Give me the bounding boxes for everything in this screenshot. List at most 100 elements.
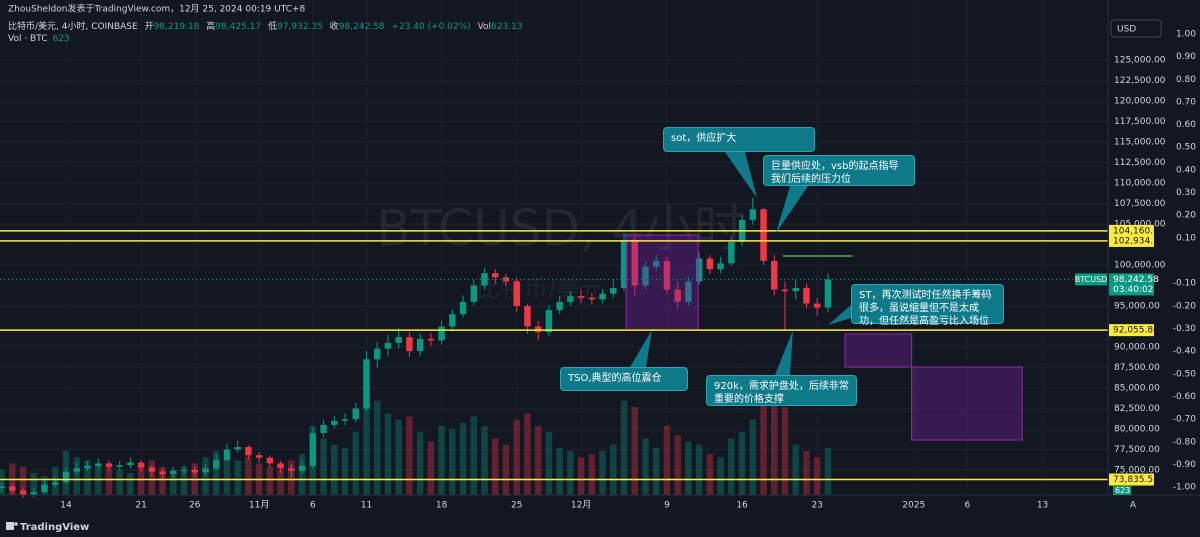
candle-body (341, 419, 349, 421)
logo-mark (6, 522, 14, 530)
symbol-tag-label: BTCUSD (1075, 275, 1108, 284)
candle-body (824, 279, 832, 308)
candle-body (706, 258, 714, 270)
candle-body (620, 240, 628, 288)
x-tick-label: 12月 (571, 500, 591, 511)
candle-body (116, 465, 123, 467)
volume-bar (127, 473, 134, 495)
plot (0, 197, 1108, 498)
candle-body (41, 484, 48, 493)
volume-bar (599, 451, 606, 495)
volume-bar (728, 438, 735, 495)
candle-body (384, 342, 392, 349)
ohlc-label: 低 (268, 20, 277, 32)
candle-body (803, 287, 810, 304)
volume-bar (266, 466, 274, 495)
volume-bar (749, 419, 757, 495)
auto-scale[interactable]: A (1130, 501, 1137, 511)
y2-tick-label: 0.90 (1176, 52, 1196, 62)
volume-bar (524, 413, 531, 495)
candle-body (363, 359, 370, 409)
candle-body (760, 209, 767, 261)
y2-tick-label: -0.70 (1173, 415, 1197, 425)
candle-body (813, 303, 821, 308)
candle-body (459, 301, 467, 315)
volume-bar (105, 466, 113, 495)
candle-body (9, 486, 16, 491)
y2-tick-label: -0.90 (1173, 460, 1197, 470)
candle-body (610, 287, 617, 294)
volume-bar (492, 438, 499, 495)
volume-bar (567, 451, 574, 495)
volume-bar (438, 425, 445, 495)
candle-body (105, 463, 113, 467)
callout-pointers (630, 152, 851, 375)
x-tick-label: 11 (361, 501, 372, 511)
volume-bar (363, 385, 370, 495)
x-tick-label: 6 (965, 501, 971, 511)
price-axis-bg (1108, 0, 1200, 495)
y-tick-label: 125,000.00 (1114, 55, 1166, 65)
candle-body (255, 455, 263, 458)
volume-bar (803, 451, 810, 495)
y2-tick-label: 0.10 (1176, 233, 1196, 243)
volume-bar (631, 407, 638, 495)
y2-tick-label: -0.20 (1173, 301, 1197, 311)
candle-body (642, 266, 649, 286)
candle-body (288, 468, 295, 471)
candle-body (213, 460, 220, 469)
volume-bar (556, 447, 563, 495)
candle-body (148, 467, 156, 472)
x-tick-label: 25 (511, 501, 522, 511)
candle-body (170, 470, 177, 475)
currency-button[interactable] (1110, 19, 1162, 38)
callout: TSO,典型的高位震仓 (560, 367, 688, 391)
y-tick-label: 120,000.00 (1114, 96, 1166, 106)
candle-body (159, 471, 166, 475)
y-tick-label: 87,500.00 (1114, 363, 1160, 373)
y2-tick-label: -0.30 (1173, 324, 1197, 334)
volume-bar (0, 469, 5, 495)
x-tick-label: 14 (60, 501, 72, 511)
y-tick-label: 77,500.00 (1114, 445, 1160, 455)
candle-body (180, 469, 188, 471)
volume-value: 623 (52, 34, 69, 44)
candle-body (567, 296, 574, 302)
ohlc-value: 98,242.58 (339, 22, 385, 32)
candle-body (695, 258, 703, 282)
currency[interactable]: USD (1117, 25, 1136, 35)
volume-bar (202, 457, 209, 495)
y-tick-label: 112,500.00 (1114, 158, 1166, 168)
y-tick-label: 105,000.00 (1114, 219, 1166, 229)
volume-bar (416, 432, 424, 495)
pointer (630, 330, 652, 367)
volume-bar (588, 454, 596, 495)
price-line-tag (1109, 324, 1154, 337)
candle-body (94, 463, 102, 466)
x-tick-label: 23 (811, 501, 822, 511)
volume-bar (19, 466, 27, 495)
volume-bar (245, 457, 252, 495)
symbol-tag (1075, 273, 1107, 286)
volume-bar (695, 444, 703, 495)
candle-body (588, 297, 596, 300)
candle-body (30, 492, 38, 495)
volume-bar (234, 460, 241, 495)
callout: 920k，需求护盘处，后续非常重要的价格支撑 (706, 375, 857, 406)
candle-body (771, 260, 778, 290)
candle-body (406, 337, 413, 352)
volume-bar (545, 432, 553, 495)
volume-bar (642, 438, 649, 495)
candle-body (245, 447, 252, 456)
candle-body (19, 490, 27, 495)
candle-body (781, 289, 789, 292)
candle-body (749, 209, 757, 220)
axes: 14 21 26 11月 6 11 18 25 12月 9 16 23 2025 6 13 75,000.00… (60, 29, 1196, 510)
volume-bar (449, 429, 456, 495)
y2-tick-label: 0.30 (1176, 188, 1196, 198)
y2-tick-label: -1.00 (1173, 483, 1197, 493)
ohlc-label: 高 (206, 20, 215, 32)
candle-body (470, 285, 478, 302)
price-line-tag (1109, 473, 1154, 486)
